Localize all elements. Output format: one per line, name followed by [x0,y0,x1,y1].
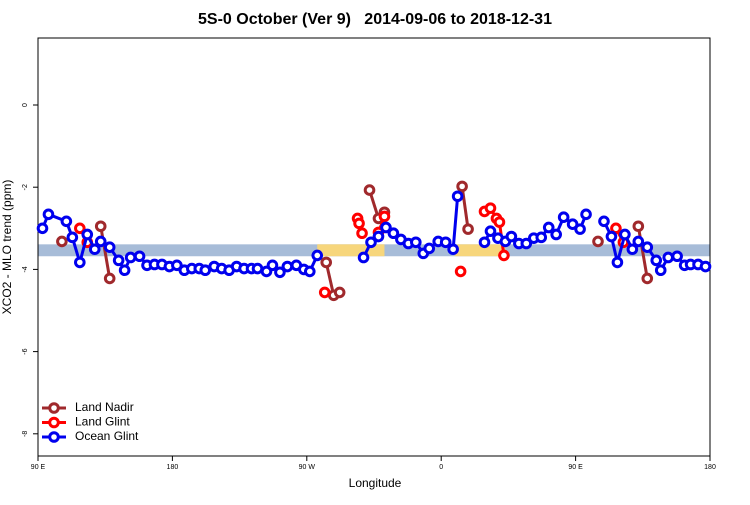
data-point [56,235,68,248]
data-point [372,230,385,243]
data-point [274,266,286,279]
data-point [60,215,73,228]
data-point [81,228,94,241]
data-point [641,272,654,285]
data-point [462,223,474,235]
data-point [363,184,376,196]
data-point [478,236,491,249]
data-point [598,215,610,228]
data-point [118,264,131,277]
plot-frame [37,37,711,457]
x-tick-label: 90 W [299,464,316,471]
data-point [94,235,107,248]
data-point [423,242,436,255]
x-axis-label: Longitude [349,476,402,490]
data-point [447,243,459,256]
data-point [356,227,368,240]
data-point [124,251,137,264]
data-point [365,236,377,249]
x-tick-label: 180 [167,464,179,471]
legend-label: Land Nadir [75,400,134,414]
data-point [303,265,316,278]
data-point [357,251,370,264]
data-point [699,260,712,273]
data-point [94,220,107,233]
data-point [311,249,324,262]
legend-label: Land Glint [75,415,130,429]
data-point [451,190,464,203]
data-point [632,235,645,248]
data-point [318,286,331,299]
data-point [66,231,79,244]
data-point [281,260,294,273]
data-point [493,216,506,228]
legend-marker [48,416,60,429]
data-point [333,286,346,299]
data-point [380,221,392,234]
data-point [74,222,86,235]
data-point [456,180,468,193]
data-point [505,230,518,243]
data-point [266,259,279,272]
data-point [574,223,586,235]
data-point [520,237,533,250]
band-highlight [454,244,506,257]
data-point [605,230,618,243]
x-tick-label: 90 E [568,464,583,471]
data-point [484,225,497,237]
data-point [103,241,116,254]
y-tick-label: 0 [22,103,29,107]
data-point [662,251,674,264]
data-point [74,256,86,269]
x-tick-label: 0 [439,464,443,471]
data-point [611,256,624,269]
data-point [387,227,400,240]
data-point [410,236,422,249]
y-tick-label: -2 [22,184,29,190]
data-point [654,264,667,277]
data-point [484,202,497,214]
data-point [671,250,683,263]
data-point [580,208,592,221]
data-point [36,222,49,235]
y-axis-label: XCO2 - MLO trend (ppm) [0,180,14,315]
y-tick-label: -8 [22,431,29,437]
data-point [378,210,391,223]
data-point [550,228,562,241]
data-point [251,262,264,275]
data-point [557,211,570,224]
y-tick-label: -4 [22,266,29,272]
data-point [626,243,639,256]
data-point [566,218,579,230]
data-point [641,241,654,254]
data-point [592,235,604,248]
chart-title: 5S-0 October (Ver 9) 2014-09-06 to 2018-… [198,11,552,28]
data-point [171,259,183,272]
data-point [320,256,333,269]
data-point [112,254,125,267]
legend-marker [48,431,60,443]
legend-label: Ocean Glint [75,429,139,443]
data-point [353,217,365,230]
x-tick-label: 180 [704,464,716,471]
data-point [199,264,212,277]
data-point [498,249,510,262]
legend-marker [48,402,60,414]
data-point [632,220,645,233]
data-point [535,231,548,244]
data-point [610,222,622,235]
data-point [542,221,555,234]
data-point [619,228,631,241]
data-point [133,250,146,263]
y-tick-label: -6 [22,348,29,354]
data-point [42,208,55,221]
data-point [650,254,663,267]
band-highlight [317,244,385,257]
data-point [439,236,452,249]
x-tick-label: 90 E [31,464,46,471]
data-point [103,272,116,285]
data-point [454,265,467,278]
data-point [88,243,101,256]
